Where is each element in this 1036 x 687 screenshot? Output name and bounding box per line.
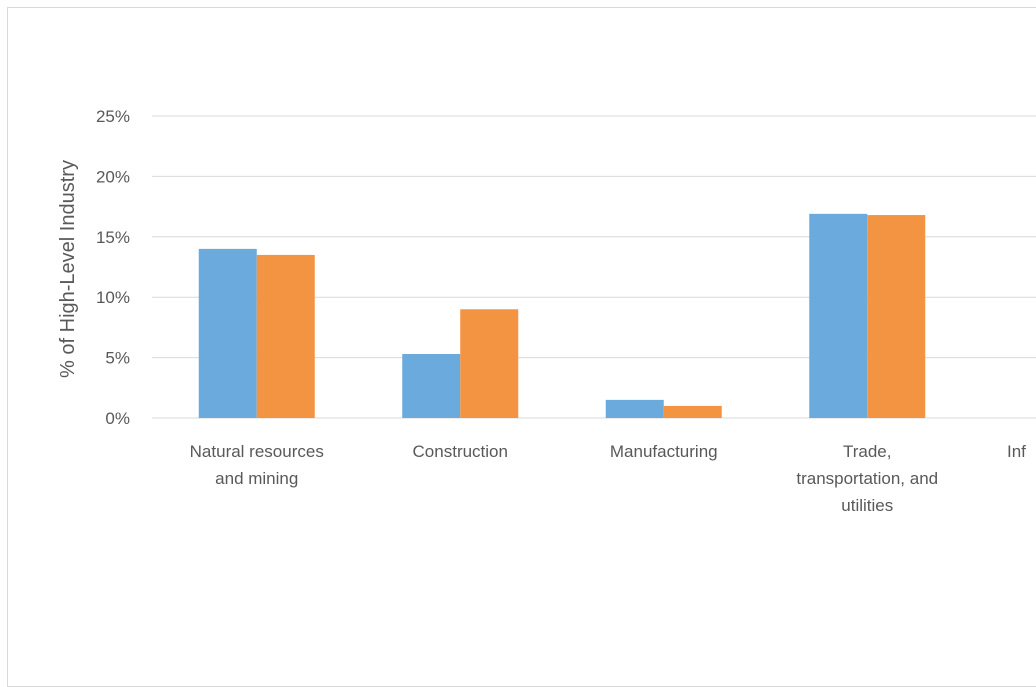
y-tick-label: 0%	[105, 409, 130, 428]
category-label: Manufacturing	[610, 442, 718, 461]
y-tick-label: 5%	[105, 349, 130, 368]
bar-chart: 0% 5% 10% 15% 20% 25% Natural resources and mi…	[57, 107, 1036, 515]
category-label: Natural resources and mining	[190, 442, 324, 488]
category-label: Construction	[413, 442, 508, 461]
bar-series-1	[198, 248, 257, 418]
y-tick-label: 20%	[96, 167, 130, 186]
y-axis-title: % of High-Level Industry	[57, 160, 79, 378]
category-labels: Natural resources and mining Construction M…	[190, 442, 1027, 515]
y-tick-label: 25%	[96, 107, 130, 126]
category-label: Inf	[1007, 442, 1026, 461]
bar-series-2	[460, 309, 519, 418]
category-label: Trade, transportation, and utilities	[796, 442, 938, 515]
y-tick-labels: 0% 5% 10% 15% 20% 25%	[96, 107, 130, 428]
bar-series-1	[809, 213, 868, 418]
y-tick-label: 15%	[96, 228, 130, 247]
bar-series-2	[867, 215, 926, 418]
bars	[198, 213, 926, 418]
bar-series-1	[605, 399, 664, 418]
bar-series-2	[256, 254, 315, 418]
bar-series-2	[663, 405, 722, 418]
y-tick-label: 10%	[96, 288, 130, 307]
bar-series-1	[402, 353, 461, 418]
